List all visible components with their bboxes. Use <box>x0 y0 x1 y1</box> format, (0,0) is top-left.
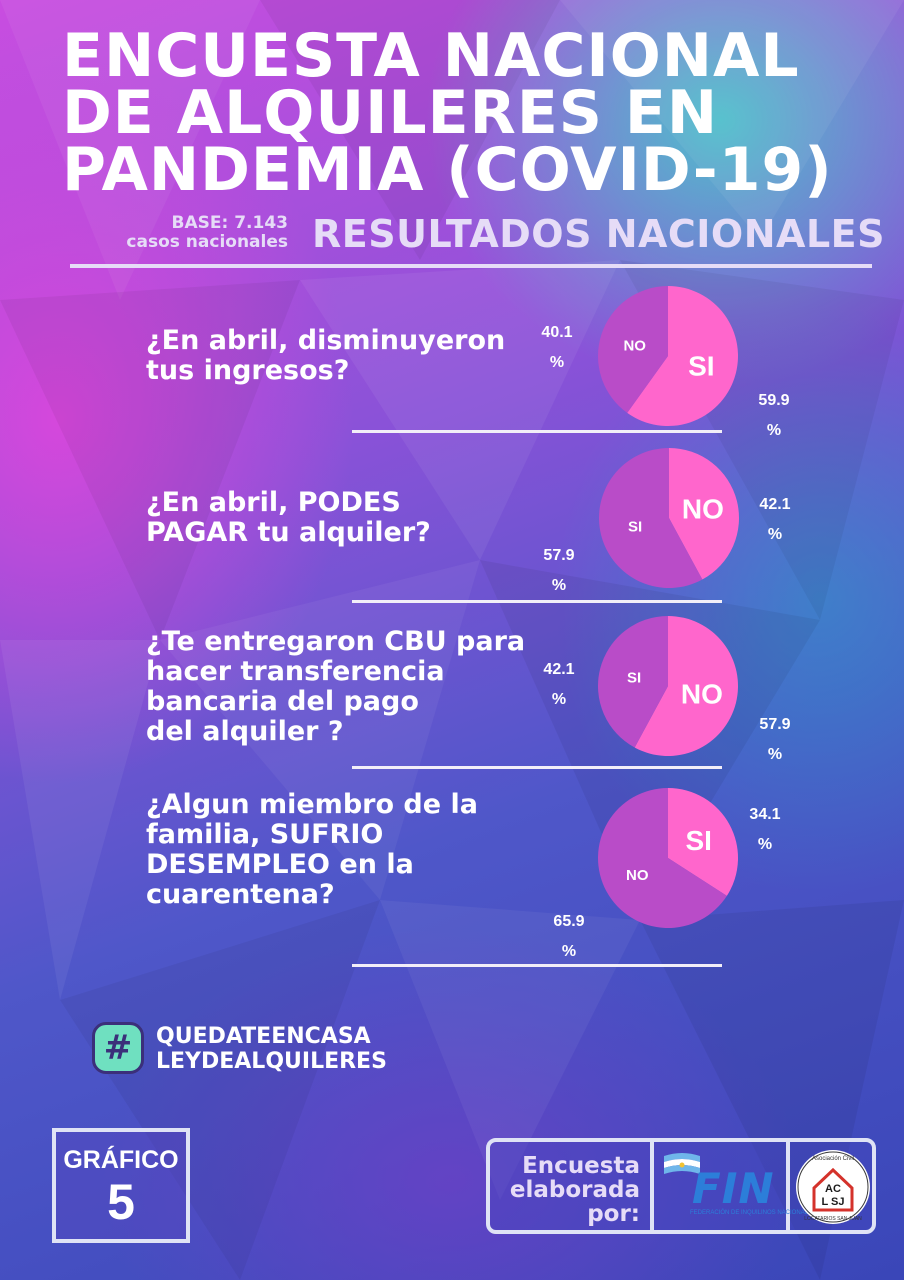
pct-q4-no-value: 65.9 <box>553 913 585 930</box>
pct-q3-si: 42.1 % <box>529 655 589 715</box>
pct-q3-no-sign: % <box>767 746 783 763</box>
pie-label-si: SI <box>628 519 642 536</box>
pie-chart-q1: SI NO <box>597 286 738 426</box>
argentina-flag-icon <box>664 1153 700 1174</box>
pct-q3-no-value: 57.9 <box>759 716 791 733</box>
hashtag-1: QUEDATEENCASA <box>156 1024 371 1049</box>
divider-q2 <box>352 600 722 603</box>
base-line-2: casos nacionales <box>126 232 288 252</box>
question-3-line-2: hacer transferencia <box>146 656 445 687</box>
pct-q2-no: 42.1 % <box>745 490 805 550</box>
question-1-line-1: ¿En abril, disminuyeron <box>146 325 506 356</box>
question-4-line-1: ¿Algun miembro de la <box>146 789 478 820</box>
question-4: ¿Algun miembro de la familia, SUFRIO DES… <box>146 790 478 910</box>
credit-line-3: por: <box>587 1201 640 1227</box>
pie-slice-si <box>668 788 739 896</box>
credit-line-2: elaborada <box>509 1177 640 1203</box>
base-line-1: BASE: 7.143 <box>171 213 288 233</box>
divider-q1 <box>352 430 722 433</box>
acsj-bottom-text: LOCATARIOS SAN JUAN <box>804 1216 862 1222</box>
question-2-line-2: PAGAR tu alquiler? <box>146 517 431 548</box>
question-4-line-4: cuarentena? <box>146 879 335 910</box>
fin-logo: FIN FEDERACIÓN DE INQUILINOS NACIONAL <box>650 1142 809 1230</box>
question-1: ¿En abril, disminuyeron tus ingresos? <box>146 326 505 386</box>
pct-q2-no-value: 42.1 <box>759 496 791 513</box>
pct-q2-si-value: 57.9 <box>543 547 575 564</box>
hashtag-2: LEYDEALQUILERES <box>156 1049 387 1074</box>
pie-slice-no <box>634 616 739 756</box>
title-line-2: DE ALQUILERES EN <box>62 78 719 148</box>
pct-q1-no: 40.1 % <box>527 318 587 378</box>
pie-label-no: NO <box>682 493 724 524</box>
pie-label-no: NO <box>623 337 646 354</box>
question-3-line-1: ¿Te entregaron CBU para <box>146 626 526 657</box>
question-4-line-3: DESEMPLEO en la <box>146 849 414 880</box>
grafico-label: GRÁFICO <box>63 1146 179 1174</box>
pct-q2-si-sign: % <box>551 577 567 594</box>
acsj-top-text: Asociación Civil <box>812 1156 854 1162</box>
question-3-line-3: bancaria del pago <box>146 686 419 717</box>
title-line-3: PANDEMIA (COVID-19) <box>62 135 833 205</box>
credit-line-1: Encuesta <box>522 1153 640 1179</box>
pct-q1-si-sign: % <box>766 422 782 439</box>
pct-q4-si-value: 34.1 <box>749 806 781 823</box>
pie-chart-q4: SI NO <box>598 788 739 928</box>
pie-slice-si <box>598 616 668 748</box>
pct-q2-no-sign: % <box>767 526 783 543</box>
pct-q4-si-sign: % <box>757 836 773 853</box>
pct-q4-si: 34.1 % <box>735 800 795 860</box>
question-4-line-2: familia, SUFRIO <box>146 819 384 850</box>
grafico-box: GRÁFICO 5 <box>52 1128 190 1243</box>
divider-q3 <box>352 766 722 769</box>
question-3: ¿Te entregaron CBU para hacer transferen… <box>146 627 525 747</box>
pct-q3-si-sign: % <box>551 691 567 708</box>
pct-q1-si-value: 59.9 <box>758 392 790 409</box>
acsj-mid-text: AC <box>825 1183 841 1195</box>
hashtag-icon: # <box>92 1022 144 1074</box>
pie-slice-no <box>669 448 739 580</box>
credits-box: Encuesta elaborada por: FIN FEDERACIÓN D… <box>486 1138 876 1234</box>
pct-q1-si: 59.9 % <box>744 386 804 446</box>
pct-q1-no-value: 40.1 <box>541 324 573 341</box>
pie-slice-si <box>627 286 738 426</box>
pct-q3-no: 57.9 % <box>745 710 805 770</box>
pct-q1-no-sign: % <box>549 354 565 371</box>
pct-q2-si: 57.9 % <box>529 541 589 601</box>
pie-label-si: SI <box>685 825 711 856</box>
pct-q3-si-value: 42.1 <box>543 661 575 678</box>
pie-label-no: NO <box>681 679 723 710</box>
pie-slice-si <box>598 448 703 588</box>
title-line-1: ENCUESTA NACIONAL <box>62 21 800 91</box>
pie-label-no: NO <box>626 867 649 884</box>
sample-base: BASE: 7.143 casos nacionales <box>88 214 288 252</box>
pie-slice-no <box>597 286 668 413</box>
acsj-low-text: L SJ <box>821 1196 844 1208</box>
pie-label-si: SI <box>688 351 714 382</box>
pct-q4-no: 65.9 % <box>539 907 599 967</box>
question-2: ¿En abril, PODES PAGAR tu alquiler? <box>146 488 431 548</box>
divider-q4 <box>352 964 722 967</box>
fin-logo-text: FIN <box>692 1164 775 1213</box>
pie-label-si: SI <box>627 669 641 686</box>
header-divider <box>70 264 872 268</box>
pie-chart-q3: NO SI <box>598 616 739 756</box>
grafico-number: 5 <box>107 1174 135 1230</box>
acsj-logo: Asociación Civil AC L SJ LOCATARIOS SAN … <box>796 1150 870 1224</box>
credits-text: Encuesta elaborada por: <box>496 1154 640 1226</box>
pie-slice-no <box>598 788 727 928</box>
subtitle: RESULTADOS NACIONALES <box>312 212 885 256</box>
question-3-line-4: del alquiler ? <box>146 716 344 747</box>
hashtags: QUEDATEENCASA LEYDEALQUILERES <box>156 1024 387 1074</box>
main-title: ENCUESTA NACIONAL DE ALQUILERES EN PANDE… <box>62 21 882 205</box>
question-1-line-2: tus ingresos? <box>146 355 350 386</box>
pie-chart-q2: NO SI <box>598 448 739 588</box>
fin-logo-subtitle: FEDERACIÓN DE INQUILINOS NACIONAL <box>690 1210 809 1216</box>
question-2-line-1: ¿En abril, PODES <box>146 487 401 518</box>
pct-q4-no-sign: % <box>561 943 577 960</box>
